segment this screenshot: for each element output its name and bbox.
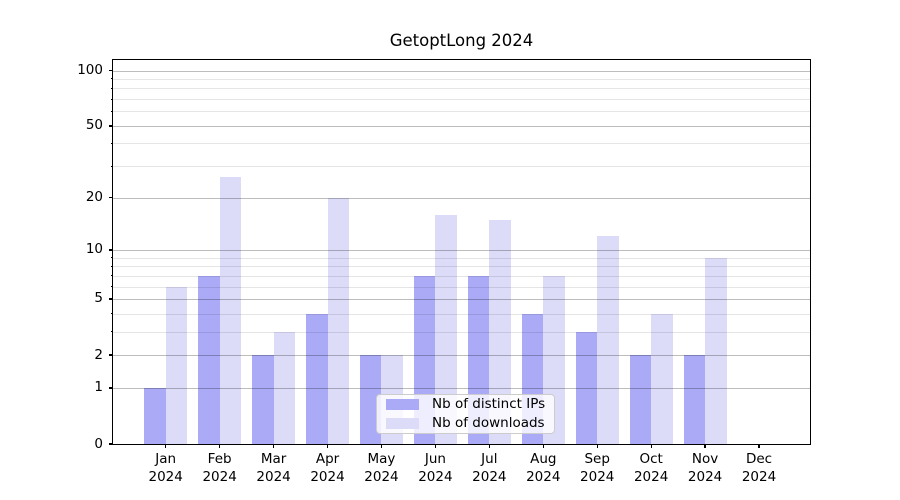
bar-distinct-ips xyxy=(251,355,274,444)
x-tick-mark xyxy=(596,444,598,448)
y-minor-tick-mark xyxy=(110,165,113,167)
bar-downloads xyxy=(219,177,242,444)
gridline-minor xyxy=(113,275,810,277)
x-tick-label: Dec 2024 xyxy=(741,451,777,485)
gridline-major xyxy=(113,70,810,72)
y-minor-tick-mark xyxy=(110,265,113,267)
x-tick-mark xyxy=(542,444,544,448)
x-tick-mark xyxy=(165,444,167,448)
y-tick-label: 50 xyxy=(85,117,103,134)
gridline-minor xyxy=(113,286,810,288)
x-tick-label: Aug 2024 xyxy=(526,451,561,485)
gridline-minor xyxy=(113,143,810,145)
x-tick-label: Oct 2024 xyxy=(633,451,669,485)
y-tick-mark xyxy=(109,69,113,72)
y-tick-mark xyxy=(109,249,113,251)
x-tick-mark xyxy=(272,444,275,448)
bar-downloads xyxy=(489,219,511,444)
y-tick-mark xyxy=(109,197,113,199)
bar-downloads xyxy=(165,286,188,444)
x-tick-mark xyxy=(218,444,221,448)
x-tick-mark xyxy=(758,444,760,448)
x-tick-label: Sep 2024 xyxy=(580,451,615,485)
x-tick-label: Jun 2024 xyxy=(418,451,453,485)
gridline-minor xyxy=(113,111,810,113)
y-tick-label: 10 xyxy=(85,241,103,258)
gridline-minor xyxy=(113,78,810,80)
legend-label-distinct-ips: Nb of distinct IPs xyxy=(432,396,546,413)
y-tick-mark xyxy=(109,298,113,300)
grid-layer xyxy=(113,60,810,444)
y-tick-label: 5 xyxy=(94,290,103,307)
y-tick-label: 1 xyxy=(94,379,103,396)
gridline-minor xyxy=(113,313,810,315)
y-minor-tick-mark xyxy=(110,78,113,80)
bar-distinct-ips xyxy=(305,313,328,444)
y-tick-mark xyxy=(109,125,113,127)
bar-downloads xyxy=(327,197,350,444)
bar-downloads xyxy=(651,313,673,444)
chart-title: GetoptLong 2024 xyxy=(389,31,534,50)
x-tick-label: Jul 2024 xyxy=(472,451,507,485)
x-tick-mark xyxy=(434,444,437,448)
gridline-minor xyxy=(113,266,810,268)
bar-downloads xyxy=(435,214,457,444)
x-tick-label: Apr 2024 xyxy=(310,451,345,485)
y-minor-tick-mark xyxy=(110,87,113,89)
bar-distinct-ips xyxy=(629,355,652,444)
y-tick-label: 2 xyxy=(94,346,103,363)
x-tick-mark xyxy=(704,444,706,448)
x-tick-label: Feb 2024 xyxy=(202,451,237,485)
gridline-major xyxy=(113,298,810,300)
gridline-minor xyxy=(113,166,810,168)
legend-label-downloads: Nb of downloads xyxy=(432,414,545,431)
bar-downloads xyxy=(597,236,619,444)
legend-swatch-downloads xyxy=(386,417,419,429)
x-tick-label: Nov 2024 xyxy=(687,451,723,485)
gridline-major xyxy=(113,197,810,199)
gridline-minor xyxy=(113,99,810,101)
x-tick-label: Jan 2024 xyxy=(148,451,183,485)
x-tick-mark xyxy=(326,444,329,448)
legend-swatch-distinct-ips xyxy=(386,399,419,411)
legend: Nb of distinct IPs Nb of downloads xyxy=(376,394,555,434)
y-minor-tick-mark xyxy=(110,331,113,333)
gridline-major xyxy=(113,249,810,251)
y-minor-tick-mark xyxy=(110,98,113,100)
y-minor-tick-mark xyxy=(110,110,113,112)
gridline-major xyxy=(113,387,810,389)
y-minor-tick-mark xyxy=(110,313,113,315)
plot-area: Nb of distinct IPs Nb of downloads xyxy=(112,59,811,445)
bar-distinct-ips xyxy=(683,355,706,444)
gridline-minor xyxy=(113,257,810,259)
x-tick-mark xyxy=(488,444,490,448)
y-tick-mark xyxy=(109,387,113,389)
gridline-major xyxy=(113,125,810,127)
x-tick-label: Mar 2024 xyxy=(256,451,291,485)
bar-downloads xyxy=(273,331,296,444)
y-tick-label: 100 xyxy=(77,62,103,78)
legend-item-downloads: Nb of downloads xyxy=(386,415,554,432)
gridline-major xyxy=(113,355,810,357)
y-minor-tick-mark xyxy=(110,142,113,144)
x-tick-label: May 2024 xyxy=(364,451,399,485)
y-tick-mark xyxy=(109,354,113,356)
gridline-minor xyxy=(113,331,810,333)
bar-distinct-ips xyxy=(198,275,220,444)
x-tick-mark xyxy=(650,444,652,448)
bar-distinct-ips xyxy=(144,387,166,444)
y-tick-label: 20 xyxy=(85,189,103,206)
y-minor-tick-mark xyxy=(110,275,113,277)
x-tick-mark xyxy=(380,444,383,448)
y-minor-tick-mark xyxy=(110,286,113,288)
bar-distinct-ips xyxy=(575,331,598,444)
y-minor-tick-mark xyxy=(110,257,113,259)
gridline-minor xyxy=(113,88,810,90)
y-tick-mark xyxy=(109,443,113,445)
legend-item-distinct-ips: Nb of distinct IPs xyxy=(386,396,554,413)
bar-downloads xyxy=(705,257,727,444)
y-tick-label: 0 xyxy=(94,435,103,452)
